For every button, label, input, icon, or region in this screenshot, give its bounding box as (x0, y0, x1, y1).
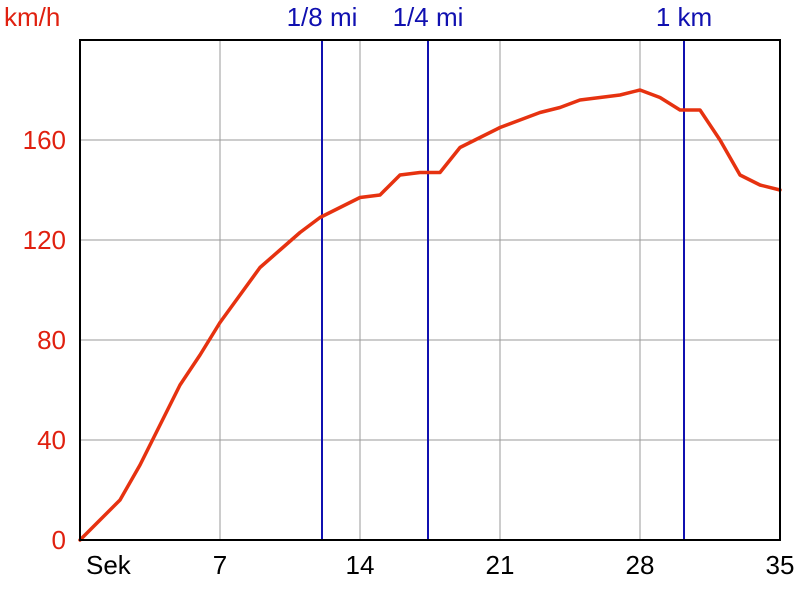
x-tick-label-28: 28 (626, 550, 655, 580)
distance-marker-label-0: 1/8 mi (287, 2, 358, 32)
y-tick-label-40: 40 (37, 425, 66, 455)
x-tick-label-7: 7 (213, 550, 227, 580)
grid-layer (80, 40, 781, 541)
y-tick-label-120: 120 (23, 225, 66, 255)
x-tick-label-21: 21 (486, 550, 515, 580)
distance-marker-label-1: 1/4 mi (393, 2, 464, 32)
x-tick-label-35: 35 (766, 550, 795, 580)
x-axis-unit: Sek (86, 550, 132, 580)
series-layer (78, 88, 782, 542)
y-tick-label-80: 80 (37, 325, 66, 355)
plot-frame (79, 39, 781, 541)
y-axis-unit: km/h (4, 2, 60, 32)
y-tick-labels: 0 40 80 120 160 (23, 125, 66, 555)
y-tick-label-0: 0 (52, 525, 66, 555)
distance-markers (321, 40, 685, 540)
distance-marker-labels: 1/8 mi 1/4 mi 1 km (287, 2, 713, 32)
speed-series-line (78, 88, 782, 542)
y-tick-label-160: 160 (23, 125, 66, 155)
distance-marker-label-2: 1 km (656, 2, 712, 32)
x-tick-label-14: 14 (346, 550, 375, 580)
x-tick-labels: 7 14 21 28 35 (213, 550, 795, 580)
